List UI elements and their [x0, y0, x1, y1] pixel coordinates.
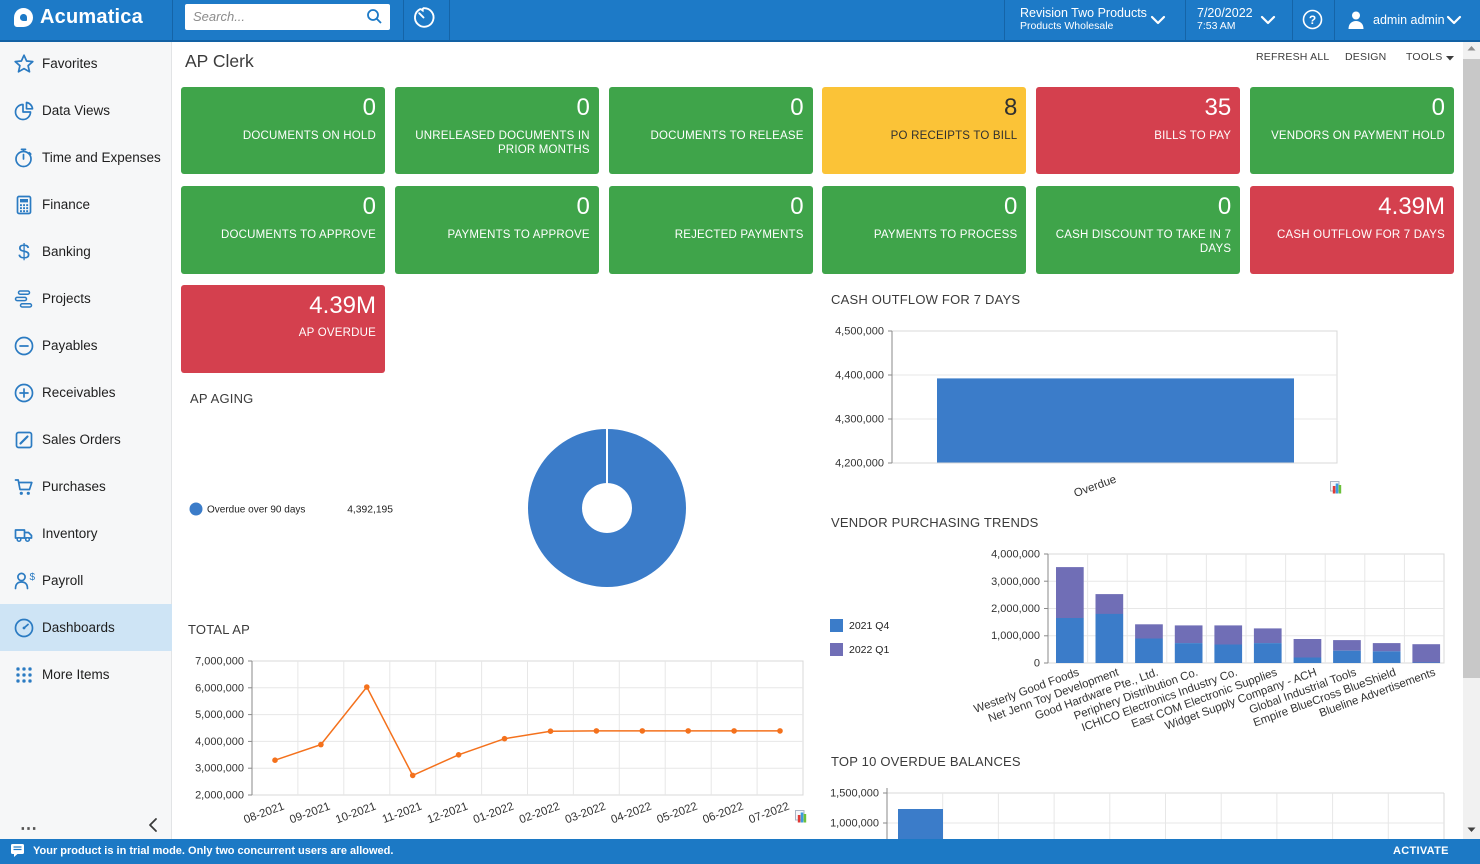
svg-text:4,400,000: 4,400,000: [835, 370, 884, 382]
svg-text:12-2021: 12-2021: [426, 801, 470, 827]
svg-text:2,000,000: 2,000,000: [195, 790, 244, 802]
svg-text:5,000,000: 5,000,000: [195, 709, 244, 721]
svg-text:3,000,000: 3,000,000: [991, 576, 1040, 588]
svg-text:01-2022: 01-2022: [472, 801, 516, 827]
svg-text:02-2022: 02-2022: [518, 801, 562, 827]
svg-text:$: $: [18, 241, 30, 264]
svg-text:4,000,000: 4,000,000: [991, 549, 1040, 561]
svg-text:4,000,000: 4,000,000: [195, 736, 244, 748]
svg-text:09-2021: 09-2021: [288, 801, 332, 827]
svg-text:7,000,000: 7,000,000: [195, 656, 244, 668]
svg-text:$: $: [30, 572, 36, 583]
svg-text:Overdue over 90 days: Overdue over 90 days: [207, 505, 305, 516]
svg-text:04-2022: 04-2022: [610, 801, 654, 827]
svg-text:0: 0: [1034, 658, 1040, 670]
svg-text:06-2022: 06-2022: [701, 801, 745, 827]
svg-text:4,300,000: 4,300,000: [835, 414, 884, 426]
svg-text:Overdue: Overdue: [1072, 474, 1118, 500]
svg-text:4,392,195: 4,392,195: [347, 505, 393, 516]
svg-text:10-2021: 10-2021: [334, 801, 378, 827]
svg-text:05-2022: 05-2022: [655, 801, 699, 827]
svg-text:11-2021: 11-2021: [381, 801, 424, 826]
svg-text:?: ?: [1309, 13, 1316, 27]
svg-text:1,000,000: 1,000,000: [830, 818, 879, 830]
svg-text:2,000,000: 2,000,000: [991, 603, 1040, 615]
svg-text:1,500,000: 1,500,000: [830, 788, 879, 800]
svg-text:07-2022: 07-2022: [747, 801, 791, 827]
svg-text:4,200,000: 4,200,000: [835, 458, 884, 470]
svg-text:3,000,000: 3,000,000: [195, 763, 244, 775]
svg-text:1,000,000: 1,000,000: [991, 630, 1040, 642]
svg-text:4,500,000: 4,500,000: [835, 326, 884, 338]
svg-text:08-2021: 08-2021: [242, 801, 286, 827]
svg-text:6,000,000: 6,000,000: [195, 682, 244, 694]
svg-text:03-2022: 03-2022: [564, 801, 608, 827]
